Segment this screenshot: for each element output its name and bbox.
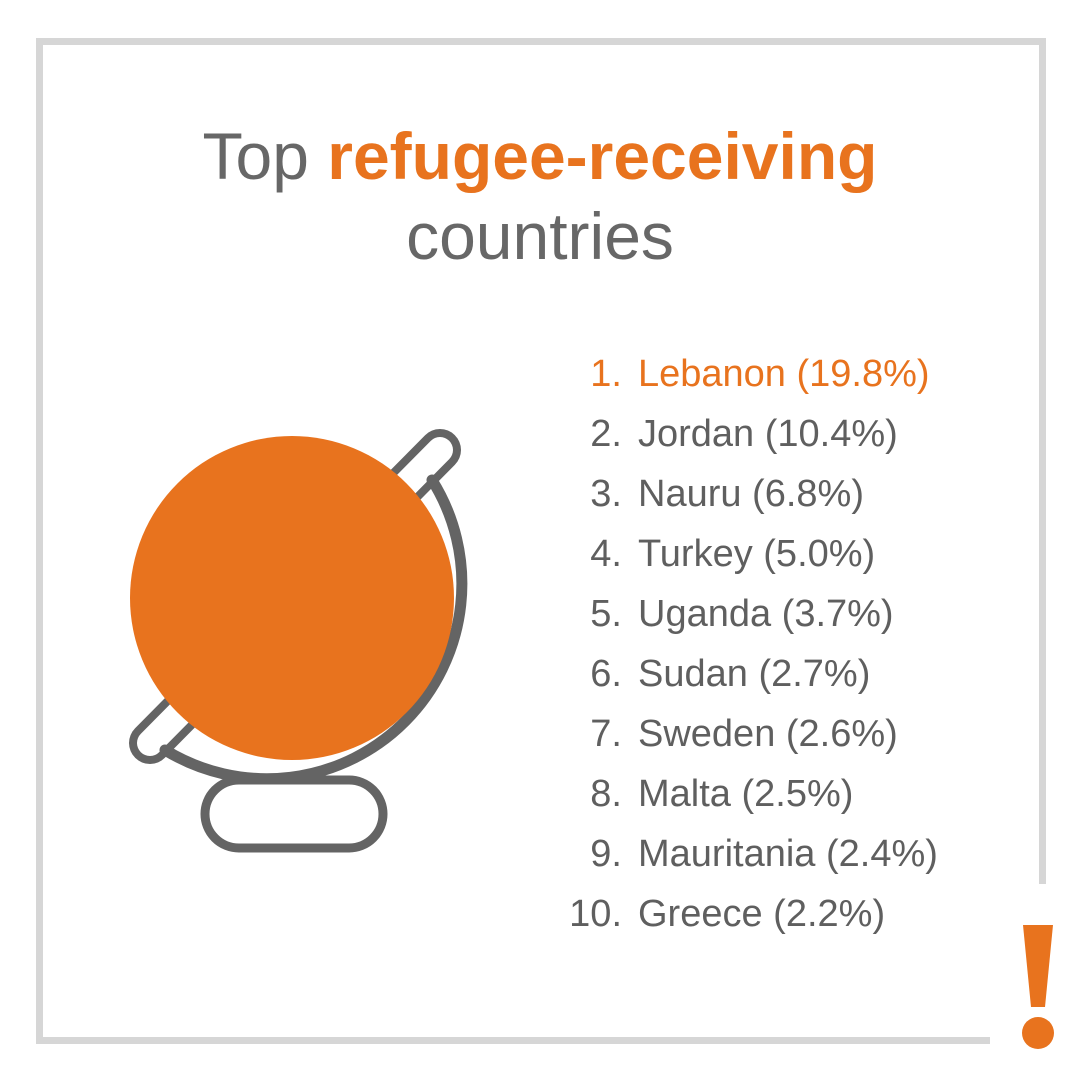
rank-number: 4. (590, 533, 622, 575)
country-label: Mauritania (2.4%) (638, 833, 938, 875)
list-item: 9. Mauritania (2.4%) (556, 824, 938, 884)
title-line-2: countries (406, 199, 674, 273)
rank-number: 7. (590, 713, 622, 755)
country-label: Uganda (3.7%) (638, 593, 894, 635)
list-item: 2. Jordan (10.4%) (556, 404, 938, 464)
list-item: 8. Malta (2.5%) (556, 764, 938, 824)
rank-number: 3. (590, 473, 622, 515)
country-label: Nauru (6.8%) (638, 473, 864, 515)
country-label: Jordan (10.4%) (638, 413, 898, 455)
rank-number: 2. (590, 413, 622, 455)
country-label: Lebanon (19.8%) (638, 353, 930, 395)
list-item: 4. Turkey (5.0%) (556, 524, 938, 584)
globe-icon (129, 429, 468, 853)
rank-number: 5. (590, 593, 622, 635)
country-label: Sweden (2.6%) (638, 713, 898, 755)
list-item: 10. Greece (2.2%) (556, 884, 938, 944)
page-title: Top refugee-receiving countries (0, 116, 1080, 276)
country-label: Turkey (5.0%) (638, 533, 876, 575)
list-item: 1. Lebanon (19.8%) (556, 344, 938, 404)
country-label: Greece (2.2%) (638, 893, 886, 935)
country-label: Malta (2.5%) (638, 773, 854, 815)
rank-number: 6. (590, 653, 622, 695)
rank-number: 9. (590, 833, 622, 875)
rank-number: 1. (590, 353, 622, 395)
list-item: 7. Sweden (2.6%) (556, 704, 938, 764)
rank-number: 8. (590, 773, 622, 815)
title-line-1: Top refugee-receiving (0, 116, 1080, 196)
exclamation-mark-icon (1022, 925, 1054, 1049)
title-prefix: Top (202, 119, 309, 193)
card-frame (36, 38, 1046, 1044)
list-item: 3. Nauru (6.8%) (556, 464, 938, 524)
list-item: 5. Uganda (3.7%) (556, 584, 938, 644)
country-label: Sudan (2.7%) (638, 653, 871, 695)
rank-number: 10. (569, 893, 622, 935)
list-item: 6. Sudan (2.7%) (556, 644, 938, 704)
title-highlight: refugee-receiving (327, 119, 878, 193)
country-list: 1. Lebanon (19.8%) 2. Jordan (10.4%) 3. Nauru… (556, 344, 938, 944)
